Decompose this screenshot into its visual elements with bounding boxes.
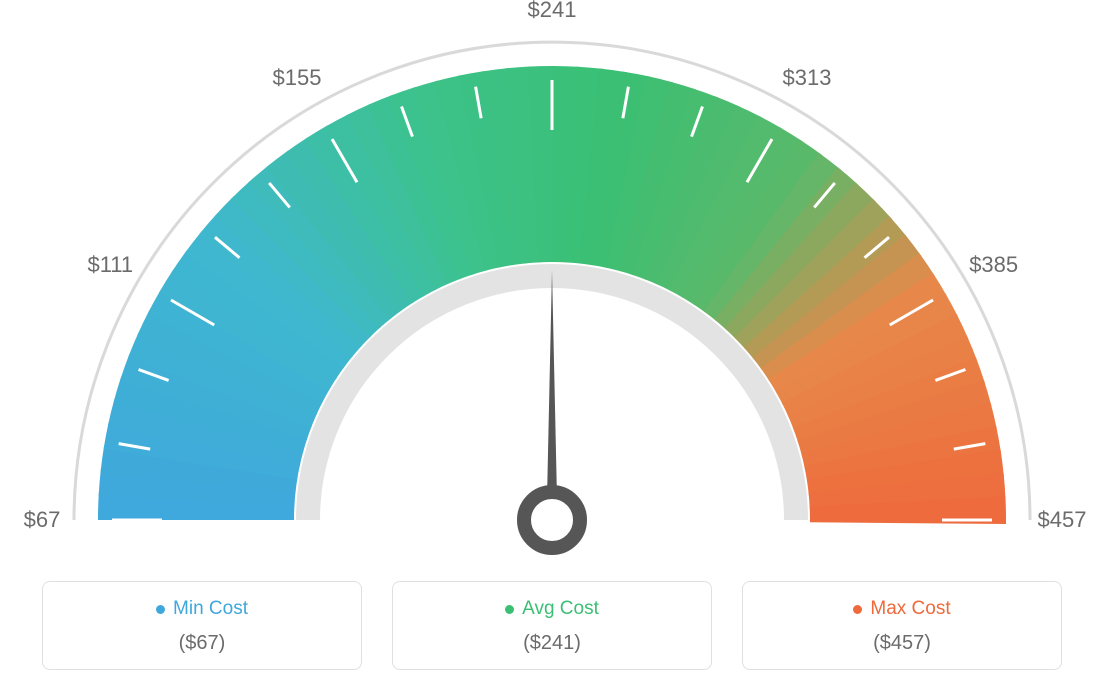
legend-title-avg: Avg Cost <box>505 598 599 620</box>
legend-row: Min Cost ($67) Avg Cost ($241) Max Cost … <box>0 581 1104 670</box>
gauge-tick-label: $313 <box>783 65 832 91</box>
gauge-tick-label: $457 <box>1038 507 1087 533</box>
legend-title-max: Max Cost <box>853 598 950 620</box>
legend-value-max: ($457) <box>753 632 1051 655</box>
gauge-chart: $67 $111 $155 $241 $313 $385 $457 <box>0 0 1104 560</box>
legend-box-min: Min Cost ($67) <box>42 581 362 670</box>
gauge-tick-label: $385 <box>969 252 1018 278</box>
gauge-tick-label: $111 <box>87 252 133 278</box>
gauge-tick-label: $67 <box>24 507 61 533</box>
legend-title-min: Min Cost <box>156 598 248 620</box>
gauge-svg <box>0 0 1104 560</box>
legend-label-avg: Avg Cost <box>522 598 599 620</box>
legend-label-min: Min Cost <box>173 598 248 620</box>
legend-dot-avg <box>505 605 514 614</box>
legend-box-avg: Avg Cost ($241) <box>392 581 712 670</box>
gauge-tick-label: $155 <box>273 65 322 91</box>
legend-box-max: Max Cost ($457) <box>742 581 1062 670</box>
legend-dot-max <box>853 605 862 614</box>
gauge-tick-label: $241 <box>528 0 577 23</box>
legend-label-max: Max Cost <box>870 598 950 620</box>
legend-value-min: ($67) <box>53 632 351 655</box>
cost-gauge-container: $67 $111 $155 $241 $313 $385 $457 Min Cost ($6… <box>0 0 1104 690</box>
legend-value-avg: ($241) <box>403 632 701 655</box>
legend-dot-min <box>156 605 165 614</box>
